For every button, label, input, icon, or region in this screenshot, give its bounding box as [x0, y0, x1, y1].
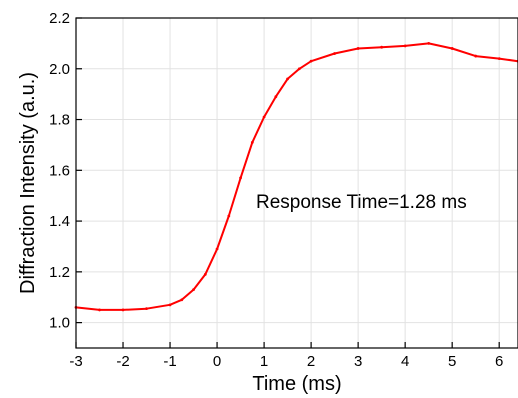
data-point	[309, 59, 313, 63]
x-tick-label: -1	[163, 353, 176, 370]
y-tick-label: 1.8	[49, 112, 70, 129]
data-point	[427, 41, 431, 45]
data-point	[286, 77, 289, 81]
y-tick-label: 1.6	[49, 162, 70, 179]
data-point	[474, 54, 478, 58]
data-point	[297, 67, 301, 71]
x-tick-label: 5	[448, 353, 456, 370]
x-tick-label: 1	[260, 353, 268, 370]
data-point	[192, 288, 195, 292]
y-tick-label: 2.0	[49, 61, 70, 78]
response-time-annotation: Response Time=1.28 ms	[256, 192, 467, 213]
data-point	[403, 44, 407, 48]
x-tick-label: 2	[307, 353, 315, 370]
data-point	[180, 298, 184, 302]
y-tick-label: 1.2	[49, 264, 70, 281]
data-point	[145, 307, 148, 311]
series-layer	[74, 41, 518, 312]
data-point	[380, 45, 384, 49]
data-point	[333, 52, 337, 55]
data-point	[262, 115, 266, 119]
data-point	[239, 176, 242, 180]
grid	[75, 17, 518, 348]
data-point	[250, 140, 254, 144]
y-tick-label: 2.2	[49, 10, 70, 27]
data-point	[227, 214, 231, 218]
y-tick-label: 1.0	[49, 315, 70, 332]
data-point	[168, 303, 172, 307]
data-point	[356, 47, 360, 50]
y-axis-title: Diffraction Intensity (a.u.)	[17, 72, 39, 294]
plot-frame	[75, 17, 518, 349]
data-point	[450, 47, 454, 50]
data-point	[497, 57, 501, 61]
ticks: 1.0 1.2 1.4 1.6 1.8 2.0 2.2 -3 -2 -1 0 1 2 3 4 5 6	[49, 10, 503, 370]
series-line	[75, 42, 518, 311]
data-point	[274, 95, 278, 99]
x-tick-label: 3	[354, 353, 362, 370]
data-point	[121, 308, 125, 312]
data-point	[215, 247, 219, 251]
x-tick-label: -2	[116, 353, 129, 370]
x-tick-label: 0	[213, 353, 221, 370]
data-point	[98, 308, 101, 312]
x-axis-title: Time (ms)	[252, 373, 341, 395]
data-point	[203, 272, 207, 276]
x-tick-label: 4	[401, 353, 409, 370]
x-tick-label: -3	[69, 353, 82, 370]
y-tick-label: 1.4	[49, 213, 70, 230]
x-tick-label: 6	[495, 353, 503, 370]
